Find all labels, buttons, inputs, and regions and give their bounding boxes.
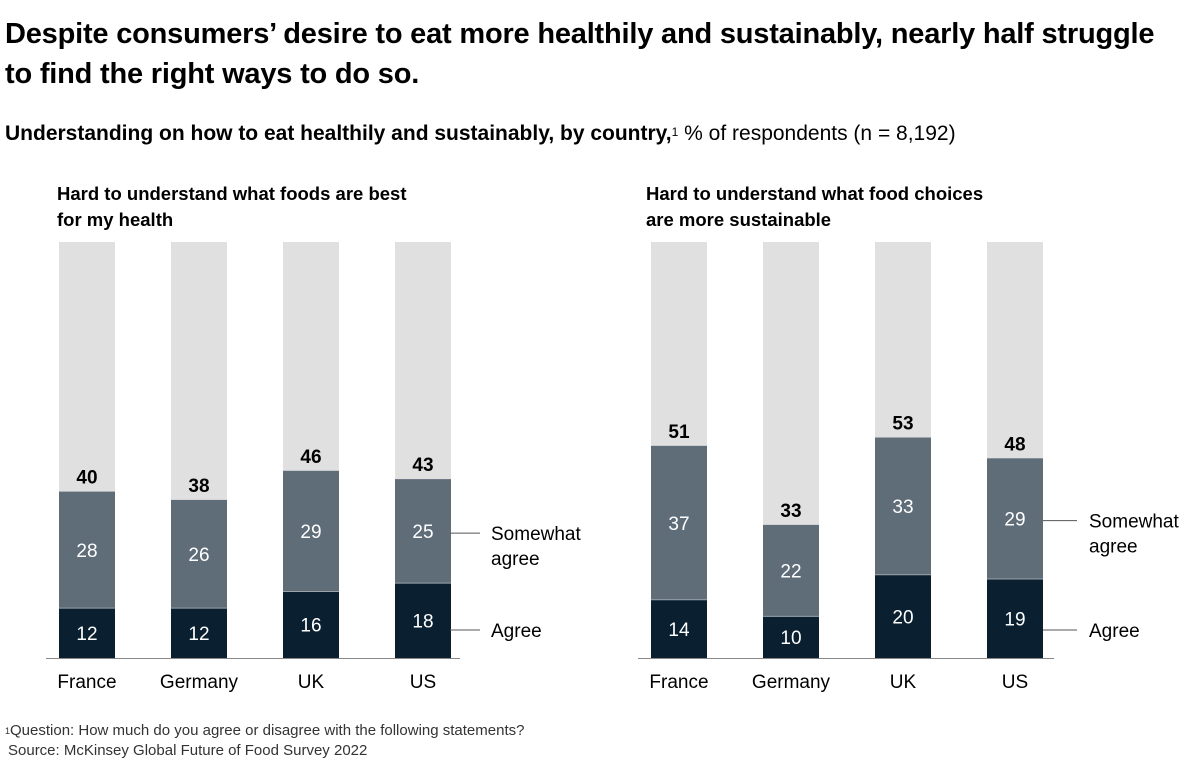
bar-agree [59,608,115,658]
legend-agree: Agree [1089,621,1140,642]
label-total: 53 [892,414,913,435]
x-tick-label: France [649,672,708,693]
bar-somewhat-agree [171,499,227,609]
label-somewhat-agree: 22 [780,562,801,583]
legend-somewhat-agree: Somewhat [1089,512,1179,533]
chart-subtitle: Understanding on how to eat healthily an… [5,120,956,148]
label-somewhat-agree: 26 [188,545,209,566]
bar-somewhat-agree [283,470,339,592]
label-agree: 12 [76,624,97,645]
bar-somewhat-agree [875,437,931,575]
label-somewhat-agree: 25 [412,522,433,543]
label-somewhat-agree: 33 [892,497,913,518]
label-somewhat-agree: 29 [1004,510,1025,531]
legend-agree: Agree [491,621,542,642]
bar-somewhat-agree [395,479,451,584]
label-agree: 10 [780,628,801,649]
bar-agree [171,608,227,658]
label-total: 46 [300,447,321,468]
x-tick-label: US [410,672,436,693]
label-total: 43 [412,455,433,476]
label-somewhat-agree: 29 [300,522,321,543]
label-somewhat-agree: 37 [668,514,689,535]
panel-title-health: Hard to understand what foods are best f… [57,183,407,230]
legend-somewhat-agree-line2: agree [491,549,540,570]
subtitle-bold: Understanding on how to eat healthily an… [5,122,672,145]
label-somewhat-agree: 28 [76,541,97,562]
panel-title-sustainable: Hard to understand what food choices are… [646,183,984,230]
bar-agree [651,599,707,658]
bar-somewhat-agree [651,445,707,600]
bar-somewhat-agree [763,524,819,617]
label-agree: 14 [668,620,690,641]
bar-agree [283,591,339,658]
legend-somewhat-agree: Somewhat [491,524,581,545]
label-total: 51 [668,422,690,443]
bar-somewhat-agree [987,458,1043,579]
footnote-question: 1Question: How much do you agree or disa… [5,722,525,739]
x-tick-label: US [1002,672,1028,693]
bar-agree [875,574,931,658]
x-tick-label: Germany [752,672,831,693]
x-tick-label: UK [890,672,917,693]
bar-somewhat-agree [59,491,115,609]
subtitle-units: % of respondents (n = 8,192) [678,122,956,145]
bar-agree [395,583,451,658]
label-agree: 18 [412,612,433,633]
footnote-source: Source: McKinsey Global Future of Food S… [8,742,368,759]
footnote: 1Question: How much do you agree or disa… [5,721,524,761]
bar-agree [763,616,819,658]
x-tick-label: Germany [160,672,239,693]
label-total: 38 [188,476,209,497]
x-tick-label: France [57,672,116,693]
label-agree: 19 [1004,609,1025,630]
label-agree: 12 [188,624,209,645]
bar-agree [987,578,1043,658]
label-agree: 20 [892,607,913,628]
label-total: 48 [1004,434,1025,455]
x-tick-label: UK [298,672,325,693]
label-agree: 16 [300,616,321,637]
label-total: 33 [780,501,801,522]
label-total: 40 [76,468,97,489]
footnote-marker: 1 [671,125,679,139]
legend-somewhat-agree-line2: agree [1089,537,1138,558]
chart-title: Despite consumers’ desire to eat more he… [5,18,1155,90]
